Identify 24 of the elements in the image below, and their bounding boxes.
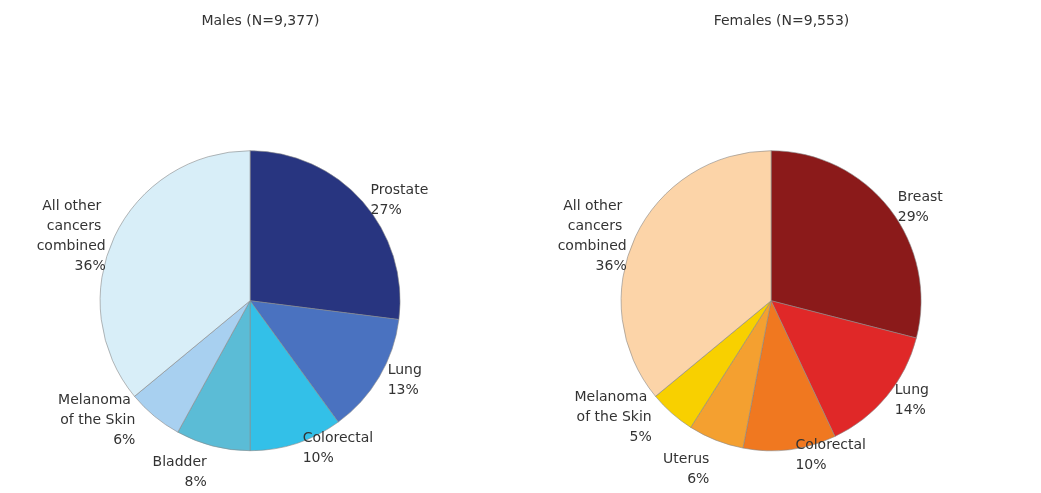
chart-title: Males (N=9,377): [201, 12, 320, 28]
data-label: 36%: [595, 257, 627, 274]
slice-label: Melanoma of the Skin: [58, 391, 136, 428]
data-label: 10%: [794, 455, 827, 472]
chart-title: Females (N=9,553): [713, 12, 849, 28]
slice-label: Lung: [894, 380, 929, 397]
data-label: 13%: [387, 381, 419, 398]
slice-label: Lung: [387, 361, 422, 378]
slice-label: Bladder: [152, 453, 208, 470]
data-label: 36%: [74, 257, 106, 274]
slice-label: Breast: [897, 188, 943, 205]
slice-label: Uterus: [662, 450, 709, 467]
data-label: 10%: [302, 449, 334, 466]
slice-label: Melanoma of the Skin: [573, 388, 652, 425]
data-label: 14%: [894, 400, 926, 417]
data-label: 6%: [113, 431, 136, 448]
data-label: 8%: [184, 473, 207, 490]
data-label: 5%: [629, 428, 652, 445]
data-label: 27%: [370, 200, 402, 217]
slice-label: Prostate: [370, 180, 429, 197]
slice-label: All other cancers combined: [557, 197, 627, 254]
data-label: 29%: [897, 208, 929, 225]
slice-label: All other cancers combined: [36, 197, 106, 254]
data-label: 6%: [686, 470, 709, 487]
